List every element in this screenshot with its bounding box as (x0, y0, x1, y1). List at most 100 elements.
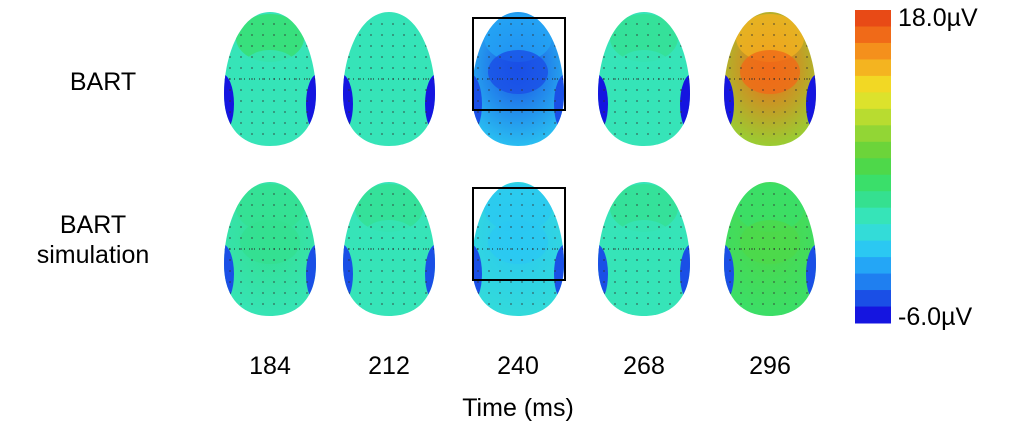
left-temporal-edge (224, 74, 234, 134)
electrode-dot (751, 248, 753, 250)
electrode-dot (240, 270, 242, 272)
electrode-dot (795, 259, 797, 261)
colorbar-segment (855, 42, 891, 60)
electrode-dot (806, 259, 808, 261)
electrode-dot (729, 111, 731, 113)
electrode-dot (625, 67, 627, 69)
electrode-dot (477, 204, 479, 206)
electrode-dot (543, 89, 545, 91)
electrode-dot (658, 89, 660, 91)
electrode-dot (669, 248, 671, 250)
electrode-dot (262, 122, 264, 124)
electrode-dot (751, 23, 753, 25)
electrode-dot (795, 270, 797, 272)
frontal-region (236, 14, 304, 62)
electrode-dot (359, 122, 361, 124)
electrode-dot (680, 56, 682, 58)
electrode-dot (806, 237, 808, 239)
electrode-dot (381, 226, 383, 228)
electrode-dot (647, 122, 649, 124)
electrode-dot (392, 45, 394, 47)
electrode-dot (625, 215, 627, 217)
electrode-dot (795, 45, 797, 47)
central-region (359, 220, 419, 264)
electrode-dot (751, 122, 753, 124)
electrode-dot (521, 56, 523, 58)
topomap-0-3 (598, 12, 690, 146)
electrode-dot (751, 237, 753, 239)
electrode-dot (795, 122, 797, 124)
electrode-dot (381, 237, 383, 239)
electrode-dot (603, 89, 605, 91)
central-region (614, 50, 674, 94)
electrode-dot (229, 193, 231, 195)
electrode-dot (729, 259, 731, 261)
electrode-dot (740, 34, 742, 36)
electrode-dot (543, 23, 545, 25)
electrode-dot (521, 23, 523, 25)
electrode-dot (510, 34, 512, 36)
electrode-dot (284, 215, 286, 217)
electrode-dot (403, 45, 405, 47)
electrode-dot (762, 281, 764, 283)
topomap-1-4 (724, 182, 816, 316)
electrode-dot (510, 100, 512, 102)
electrode-dot (680, 193, 682, 195)
colorbar-segment (855, 158, 891, 176)
x-axis-label: Time (ms) (462, 394, 574, 422)
electrode-dot (499, 45, 501, 47)
electrode-dot (510, 111, 512, 113)
electrode-dot (521, 133, 523, 135)
electrode-dot (729, 45, 731, 47)
electrode-dot (403, 193, 405, 195)
topomap-1-3 (598, 182, 690, 316)
electrode-dot (488, 122, 490, 124)
electrode-dot (751, 259, 753, 261)
electrode-dot (370, 193, 372, 195)
electrode-dot (425, 193, 427, 195)
electrode-dot (740, 111, 742, 113)
topomap-grid (224, 12, 816, 316)
electrode-dot (273, 23, 275, 25)
electrode-dot (680, 270, 682, 272)
electrode-dot (273, 226, 275, 228)
electrode-dot (295, 122, 297, 124)
electrode-dot (658, 100, 660, 102)
electrode-dot (680, 100, 682, 102)
electrode-dot (647, 100, 649, 102)
electrode-dot (403, 303, 405, 305)
electrode-dot (740, 67, 742, 69)
electrode-dot (680, 67, 682, 69)
electrode-dot (680, 122, 682, 124)
electrode-dot (359, 270, 361, 272)
electrode-dot (295, 215, 297, 217)
electrode-dot (543, 292, 545, 294)
electrode-dot (370, 281, 372, 283)
electrode-dot (348, 281, 350, 283)
electrode-dot (414, 100, 416, 102)
electrode-dot (614, 100, 616, 102)
electrode-dot (751, 45, 753, 47)
electrode-dot (773, 237, 775, 239)
right-temporal-edge (425, 74, 435, 134)
electrode-dot (740, 303, 742, 305)
electrode-dot (392, 204, 394, 206)
electrode-dot (403, 281, 405, 283)
left-temporal-edge (598, 244, 608, 304)
electrode-dot (658, 226, 660, 228)
electrode-dot (762, 226, 764, 228)
electrode-dot (806, 248, 808, 250)
electrode-dot (751, 303, 753, 305)
electrode-dot (795, 215, 797, 217)
electrode-dot (229, 133, 231, 135)
electrode-dot (773, 215, 775, 217)
electrode-dot (414, 259, 416, 261)
electrode-dot (773, 292, 775, 294)
electrode-dot (425, 100, 427, 102)
electrode-dot (403, 204, 405, 206)
electrode-dot (658, 193, 660, 195)
electrode-dot (740, 193, 742, 195)
electrode-dot (740, 78, 742, 80)
electrode-dot (306, 270, 308, 272)
electrode-dot (751, 204, 753, 206)
